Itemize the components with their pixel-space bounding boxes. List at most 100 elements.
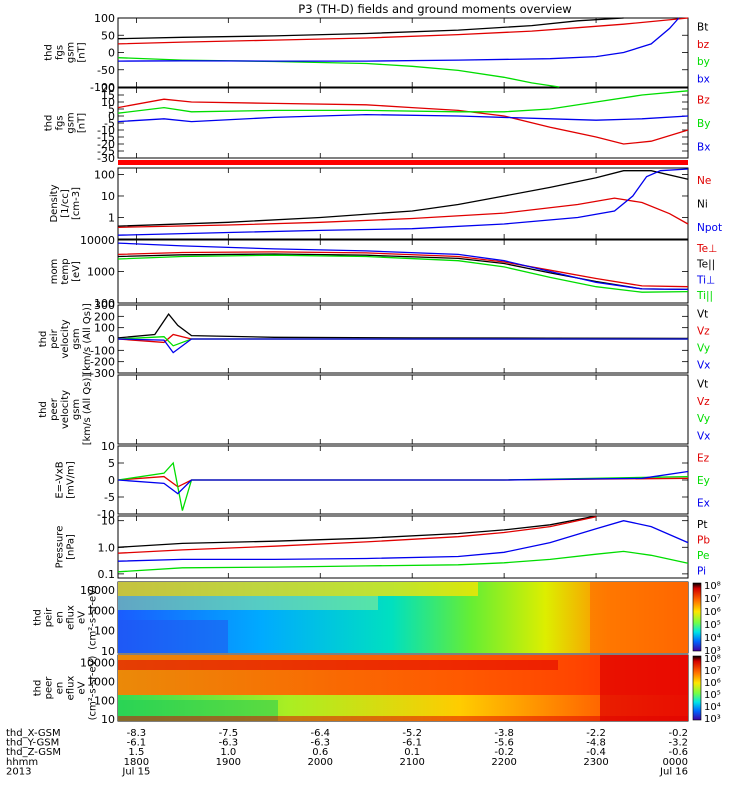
y-axis-label: thdpeerenefluxeV(cm²-s-sr-eV) bbox=[33, 656, 99, 721]
panel-frame bbox=[117, 167, 689, 240]
ephemeris-value: Jul 15 bbox=[121, 766, 150, 777]
colorbar-tick-label: 10⁶ bbox=[704, 678, 721, 689]
panel-7: -10 -5 0 5 10 E=-VxB[mV/m] Ez Ey Ex bbox=[55, 440, 710, 521]
series-line-Bx bbox=[117, 113, 689, 123]
ephemeris-value: -3.2 bbox=[668, 738, 688, 749]
legend-Vt: Vt bbox=[697, 309, 708, 321]
series-line-Bt bbox=[117, 17, 624, 40]
y-tick-label: -30 bbox=[97, 152, 115, 165]
ephemeris-value: -6.4 bbox=[311, 728, 331, 739]
y-tick-label: 1000 bbox=[87, 675, 115, 688]
legend-Pt: Pt bbox=[697, 519, 707, 531]
legend-bz: bz bbox=[697, 39, 710, 51]
series-line-by bbox=[117, 57, 560, 88]
ephemeris-value: 2200 bbox=[491, 757, 516, 768]
legend-Te⊥: Te⊥ bbox=[696, 243, 717, 255]
ephemeris-value: -5.6 bbox=[494, 738, 514, 749]
legend-Bz: Bz bbox=[697, 95, 710, 107]
y-axis-label: thdfgsgsm[nT] bbox=[44, 42, 88, 63]
y-tick-label: 0 bbox=[108, 47, 115, 60]
series-line-Ey bbox=[117, 461, 689, 511]
y-tick-label: 10 bbox=[101, 713, 115, 726]
y-tick-label: -200 bbox=[90, 356, 115, 369]
series-line-bz bbox=[117, 17, 689, 45]
legend-Bx: Bx bbox=[697, 141, 710, 153]
y-tick-label: -10 bbox=[97, 508, 115, 521]
colorbar-tick-label: 10³ bbox=[704, 714, 721, 725]
ephemeris-value: -6.3 bbox=[311, 738, 331, 749]
series-line-Pi bbox=[117, 520, 689, 562]
panel-frame bbox=[117, 374, 689, 445]
legend-bx: bx bbox=[697, 73, 710, 85]
legend-Ey: Ey bbox=[697, 475, 710, 487]
y-tick-label: 10000 bbox=[80, 657, 115, 670]
panel-frame bbox=[117, 17, 689, 88]
legend-By: By bbox=[697, 118, 710, 130]
y-axis-label: thdpeirenefluxeV(cm²-s-sr-eV) bbox=[33, 585, 99, 650]
panel-8: 0.1 1.0 10 Pressure[nPa] Pt Pb Pe Pi bbox=[55, 515, 711, 581]
y-tick-label: 0 bbox=[108, 110, 115, 123]
ephemeris-value: -0.2 bbox=[494, 747, 514, 758]
colorbar-tick-label: 10⁵ bbox=[704, 690, 721, 701]
legend-Pi: Pi bbox=[697, 565, 706, 577]
ephemeris-value: -4.8 bbox=[586, 738, 606, 749]
y-tick-label: 100 bbox=[94, 322, 115, 335]
legend-Vz: Vz bbox=[697, 326, 710, 338]
ion-colorbar bbox=[692, 582, 702, 652]
legend-Vz: Vz bbox=[697, 396, 710, 408]
separator-bar bbox=[118, 160, 688, 165]
ephemeris-value: 2300 bbox=[583, 757, 608, 768]
y-tick-label: -5 bbox=[104, 491, 115, 504]
legend-Te||: Te|| bbox=[696, 259, 715, 271]
colorbar-tick-label: 10⁵ bbox=[704, 620, 721, 631]
panel-frame bbox=[117, 515, 689, 579]
ephemeris-label: hhmm bbox=[6, 757, 38, 768]
legend-Ti⊥: Ti⊥ bbox=[696, 274, 715, 286]
y-tick-label: 50 bbox=[101, 29, 115, 42]
ephemeris-value: -7.5 bbox=[219, 728, 239, 739]
y-axis-label: thdpeervelocitygsm[km/s (All Qs)] bbox=[38, 374, 93, 446]
ephemeris-label: thd_Y-GSM bbox=[6, 738, 59, 749]
y-tick-label: 1000 bbox=[87, 266, 115, 279]
colorbar-tick-label: 10³ bbox=[704, 646, 721, 657]
ephemeris-value: -3.8 bbox=[494, 728, 514, 739]
ion-spectrogram bbox=[118, 582, 688, 653]
series-line-Ti|| bbox=[117, 254, 689, 293]
y-tick-label: 5 bbox=[108, 103, 115, 116]
colorbar-tick-label: 10⁸ bbox=[704, 581, 721, 592]
y-tick-label: -50 bbox=[97, 64, 115, 77]
legend-Ne: Ne bbox=[697, 175, 711, 187]
legend-Vy: Vy bbox=[697, 413, 710, 425]
panel-1: -100 -50 0 50 100 thdfgsgsm[nT] Bt bz by bx bbox=[44, 12, 710, 94]
y-tick-label: 100 bbox=[94, 12, 115, 25]
y-tick-label: 10 bbox=[101, 190, 115, 203]
ephemeris-label: thd_X-GSM bbox=[6, 728, 61, 739]
y-tick-label: -10 bbox=[97, 124, 115, 137]
y-tick-label: 5 bbox=[108, 457, 115, 470]
ephemeris-value: -6.1 bbox=[402, 738, 422, 749]
y-tick-label: 15 bbox=[101, 89, 115, 102]
ephemeris-value: -6.3 bbox=[219, 738, 239, 749]
y-axis-label: thdfgsgsm[nT] bbox=[44, 112, 88, 133]
ephemeris-value: -0.6 bbox=[668, 747, 688, 758]
series-line-Ti⊥ bbox=[117, 242, 689, 291]
series-line-Te|| bbox=[117, 253, 689, 291]
y-tick-label: 200 bbox=[94, 310, 115, 323]
y-tick-label: 1000 bbox=[87, 604, 115, 617]
electron-spectrogram bbox=[118, 655, 688, 721]
y-tick-label: 0 bbox=[108, 474, 115, 487]
y-tick-label: 10000 bbox=[80, 234, 115, 247]
ephemeris-value: -0.4 bbox=[586, 747, 606, 758]
ephemeris-value: -8.3 bbox=[127, 728, 147, 739]
figure-title: P3 (TH-D) fields and ground moments over… bbox=[298, 2, 571, 16]
y-tick-label: -100 bbox=[90, 81, 115, 94]
colorbar-tick-label: 10⁴ bbox=[704, 633, 721, 644]
y-tick-label: 100 bbox=[94, 694, 115, 707]
ephemeris-value: 1.0 bbox=[220, 747, 236, 758]
y-tick-label: 1.0 bbox=[98, 541, 116, 554]
legend-Ni: Ni bbox=[697, 199, 708, 211]
ephemeris-value: 0000 bbox=[663, 757, 688, 768]
ephemeris-value: 2100 bbox=[399, 757, 424, 768]
y-tick-label: 0.1 bbox=[98, 568, 116, 581]
